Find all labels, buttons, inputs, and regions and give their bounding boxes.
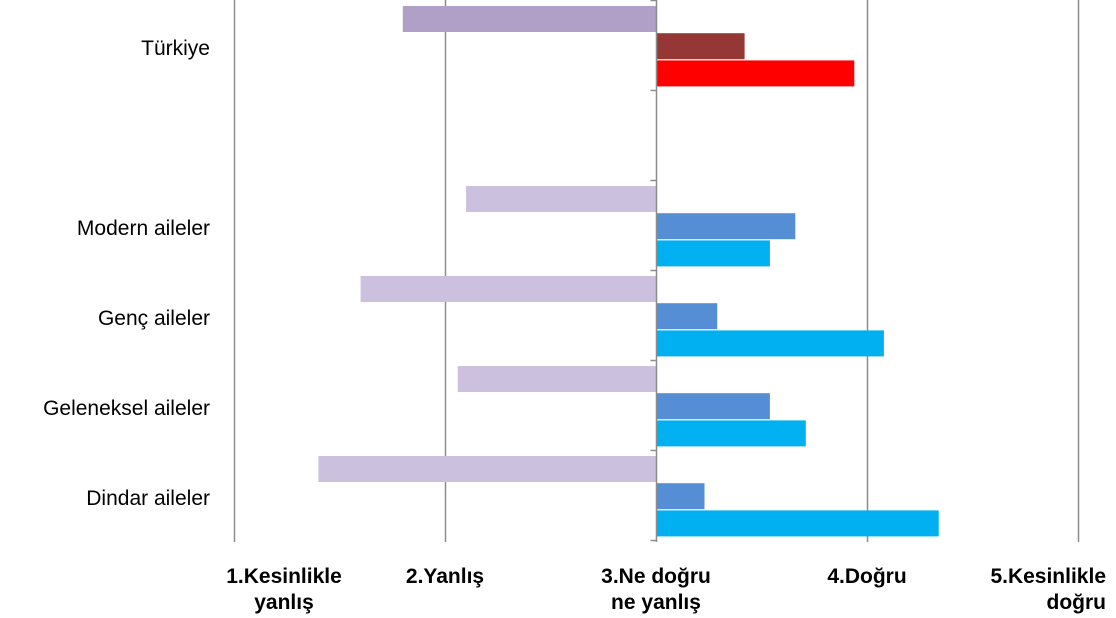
category-label: Genç aileler (98, 307, 210, 330)
bar (656, 303, 718, 330)
bars (318, 6, 939, 537)
gridlines (233, 0, 1080, 542)
bar (656, 213, 796, 240)
bar (656, 330, 884, 357)
bar (656, 33, 745, 60)
category-label: Dindar aileler (86, 487, 210, 510)
bar (656, 240, 770, 267)
category-axis (650, 0, 658, 542)
x-tick-label: 2.Yanlış (406, 565, 484, 588)
x-tick-label: 1.Kesinlikle yanlış (226, 565, 342, 614)
bar (402, 6, 656, 32)
bar (656, 483, 705, 510)
bar (656, 420, 806, 447)
bar (656, 393, 770, 420)
category-label: Modern aileler (77, 217, 210, 240)
bar (318, 456, 656, 482)
category-label: Türkiye (141, 37, 210, 60)
x-tick-label: 4.Doğru (827, 565, 906, 588)
x-tick-labels: 1.Kesinlikle yanlış 2.Yanlış 3.Ne doğru ne y… (226, 565, 1106, 614)
bar (360, 276, 656, 302)
x-tick-label: 3.Ne doğru ne yanlış (601, 565, 711, 614)
category-label: Geleneksel aileler (43, 397, 210, 420)
category-labels: Türkiye Modern aileler Genç aileler Gelenek… (43, 37, 210, 510)
x-tick-label: 5.Kesinlikle doğru (990, 565, 1106, 614)
bar (656, 510, 939, 537)
bar (457, 366, 656, 392)
bar (466, 186, 656, 212)
bar (656, 60, 855, 87)
